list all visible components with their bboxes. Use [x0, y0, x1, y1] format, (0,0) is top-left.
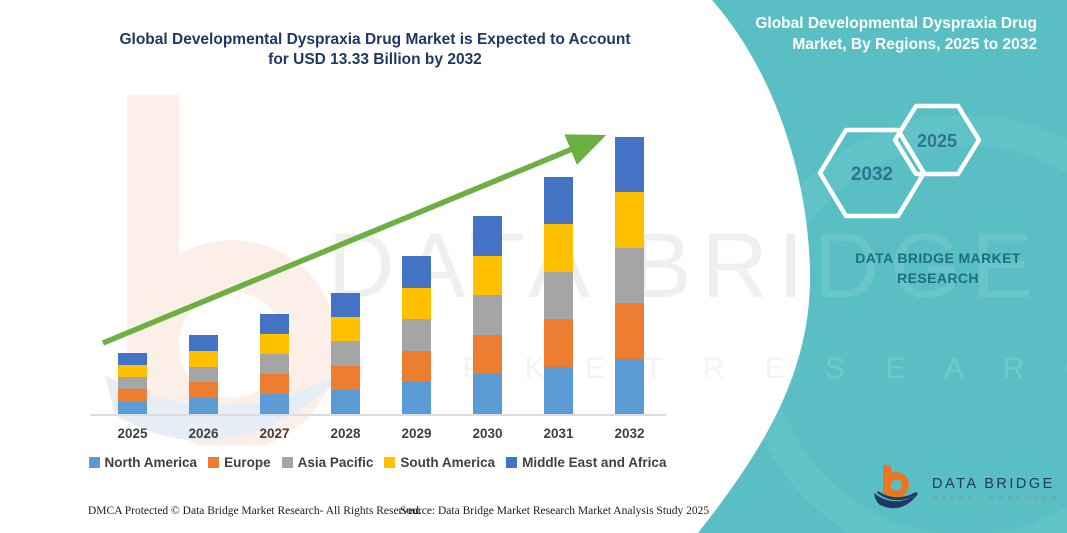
- x-axis-label: 2026: [188, 426, 219, 441]
- bar-segment: [615, 137, 644, 193]
- hexagon-2032-label: 2032: [851, 164, 893, 185]
- bar-segment: [473, 216, 502, 256]
- bar-2029: [402, 256, 431, 414]
- bar-segment: [402, 382, 431, 414]
- legend-label: Europe: [224, 455, 271, 470]
- bar-segment: [189, 382, 218, 399]
- legend-item: South America: [384, 455, 495, 470]
- footer-dmca-text: DMCA Protected © Data Bridge Market Rese…: [88, 505, 422, 517]
- x-axis-label: 2025: [117, 426, 148, 441]
- data-bridge-logo-icon: [874, 465, 918, 509]
- bar-segment: [331, 341, 360, 366]
- bar-segment: [189, 366, 218, 383]
- year-hexagons: 2025 2032: [817, 103, 982, 219]
- bar-segment: [615, 303, 644, 359]
- company-logo-text: DATA BRIDGE MARKET RESEARCH: [932, 476, 1060, 502]
- legend-label: Middle East and Africa: [522, 455, 667, 470]
- legend-item: Europe: [208, 455, 271, 470]
- bar-segment: [331, 293, 360, 318]
- bar-2027: [260, 314, 289, 414]
- x-axis-line: [90, 414, 666, 416]
- bar-segment: [544, 366, 573, 414]
- legend-swatch-icon: [88, 457, 100, 468]
- bar-segment: [544, 271, 573, 320]
- bar-2025: [118, 352, 147, 414]
- x-axis-label: 2028: [330, 426, 361, 441]
- x-axis-label: 2030: [472, 426, 503, 441]
- bar-segment: [331, 317, 360, 342]
- bar-segment: [118, 389, 147, 402]
- bar-segment: [402, 287, 431, 320]
- bar-segment: [118, 364, 147, 378]
- legend-item: Middle East and Africa: [506, 455, 666, 470]
- side-panel-title: Global Developmental Dyspraxia Drug Mark…: [755, 15, 1037, 53]
- x-axis-label: 2032: [614, 426, 645, 441]
- bar-segment: [402, 256, 431, 288]
- bar-segment: [544, 319, 573, 367]
- bar-segment: [615, 192, 644, 248]
- bar-segment: [260, 374, 289, 394]
- side-panel-brand-text: DATA BRIDGE MARKET RESEARCH: [855, 250, 1021, 286]
- x-axis-label: 2031: [543, 426, 574, 441]
- legend-swatch-icon: [506, 457, 518, 468]
- legend-label: Asia Pacific: [297, 455, 374, 470]
- legend-swatch-icon: [208, 457, 220, 468]
- legend-label: South America: [400, 455, 496, 470]
- company-logo-subtitle: MARKET RESEARCH: [932, 495, 1060, 502]
- bar-segment: [473, 295, 502, 335]
- bar-segment: [544, 177, 573, 225]
- hexagon-2032-icon: [817, 127, 927, 219]
- x-axis-label: 2029: [401, 426, 432, 441]
- bar-segment: [331, 365, 360, 390]
- company-logo-title: DATA BRIDGE: [932, 476, 1055, 492]
- bar-segment: [189, 350, 218, 367]
- bar-segment: [615, 358, 644, 414]
- bar-2032: [615, 137, 644, 414]
- legend-item: Asia Pacific: [281, 455, 374, 470]
- bar-2031: [544, 177, 573, 414]
- bars: [118, 134, 644, 414]
- chart-title: Global Developmental Dyspraxia Drug Mark…: [119, 31, 631, 68]
- x-axis-label: 2027: [259, 426, 290, 441]
- bar-2026: [189, 335, 218, 414]
- company-logo: DATA BRIDGE MARKET RESEARCH: [872, 463, 1060, 515]
- bar-segment: [118, 401, 147, 414]
- bar-segment: [402, 350, 431, 383]
- hexagon-2025-label: 2025: [917, 131, 957, 151]
- bar-segment: [615, 247, 644, 304]
- bar-segment: [189, 398, 218, 414]
- bar-segment: [189, 335, 218, 351]
- decorative-circle: [740, 115, 1067, 533]
- hexagon-2025-icon: [892, 103, 982, 177]
- bar-segment: [260, 354, 289, 374]
- legend-item: North America: [88, 455, 198, 470]
- bar-segment: [544, 224, 573, 272]
- bar-segment: [473, 255, 502, 296]
- chart-legend: North America Europe Asia Pacific South Ame…: [80, 455, 675, 470]
- bar-segment: [118, 352, 147, 365]
- bar-segment: [331, 389, 360, 414]
- legend-swatch-icon: [384, 457, 396, 468]
- legend-swatch-icon: [281, 457, 293, 468]
- footer-source-text: Source: Data Bridge Market Research Mark…: [400, 505, 710, 517]
- bar-segment: [402, 319, 431, 351]
- x-axis-labels: 2025 2026 2027 2028 2029 2030 2031 2032: [110, 426, 652, 441]
- bar-segment: [118, 377, 147, 390]
- bar-segment: [260, 394, 289, 414]
- bar-segment: [260, 314, 289, 334]
- bar-2028: [331, 293, 360, 414]
- bar-2030: [473, 216, 502, 414]
- bar-segment: [473, 334, 502, 375]
- bar-segment: [473, 374, 502, 414]
- bar-segment: [260, 334, 289, 354]
- legend-label: North America: [104, 455, 198, 470]
